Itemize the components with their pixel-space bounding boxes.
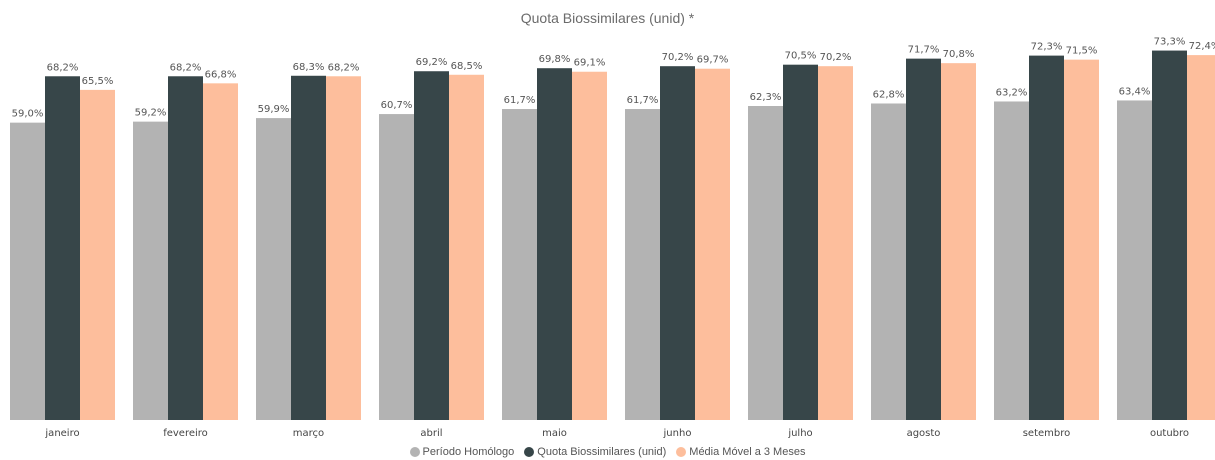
category-label-fevereiro: fevereiro xyxy=(163,428,208,439)
bar-quota-biossimilares-unid-maio[interactable] xyxy=(537,68,572,420)
data-label-quota-biossimilares-unid-fevereiro: 68,2% xyxy=(170,62,202,73)
category-axis: janeiro fevereiro março abril maio junho julho… xyxy=(44,428,1189,439)
data-label-media-movel-a-3-meses-agosto: 70,8% xyxy=(943,49,975,60)
bar-media-movel-a-3-meses-maio[interactable] xyxy=(572,71,607,421)
bar-periodo-homologo-agosto[interactable] xyxy=(871,103,906,420)
data-label-periodo-homologo-outubro: 63,4% xyxy=(1119,86,1151,97)
data-label-periodo-homologo-junho: 61,7% xyxy=(627,95,659,106)
category-label-setembro: setembro xyxy=(1023,428,1071,439)
data-label-periodo-homologo-marco: 59,9% xyxy=(258,104,290,115)
data-label-quota-biossimilares-unid-junho: 70,2% xyxy=(662,52,694,63)
data-label-quota-biossimilares-unid-setembro: 72,3% xyxy=(1031,42,1063,53)
bar-periodo-homologo-setembro[interactable] xyxy=(994,101,1029,421)
legend-item-quota-biossimilares[interactable]: Quota Biossimilares (unid) xyxy=(524,446,666,458)
bar-quota-biossimilares-unid-janeiro[interactable] xyxy=(45,76,80,420)
data-label-media-movel-a-3-meses-abril: 68,5% xyxy=(451,61,483,72)
data-label-periodo-homologo-fevereiro: 59,2% xyxy=(135,108,167,119)
bar-periodo-homologo-maio[interactable] xyxy=(502,109,537,421)
bar-chart: 59,0%68,2%65,5%59,2%68,2%66,8%59,9%68,3%… xyxy=(10,37,1215,439)
data-label-periodo-homologo-julho: 62,3% xyxy=(750,92,782,103)
data-label-periodo-homologo-maio: 61,7% xyxy=(504,95,536,106)
data-label-media-movel-a-3-meses-maio: 69,1% xyxy=(574,58,606,69)
legend-label-quota-biossimilares: Quota Biossimilares (unid) xyxy=(537,446,667,458)
bar-media-movel-a-3-meses-outubro[interactable] xyxy=(1187,55,1215,420)
data-label-media-movel-a-3-meses-fevereiro: 66,8% xyxy=(205,69,237,80)
bar-media-movel-a-3-meses-fevereiro[interactable] xyxy=(203,83,238,420)
legend: Período Homólogo Quota Biossimilares (un… xyxy=(0,446,1215,458)
data-label-quota-biossimilares-unid-agosto: 71,7% xyxy=(908,45,940,56)
bar-periodo-homologo-abril[interactable] xyxy=(379,114,414,421)
bar-media-movel-a-3-meses-agosto[interactable] xyxy=(941,63,976,420)
data-label-media-movel-a-3-meses-janeiro: 65,5% xyxy=(82,76,114,87)
bar-quota-biossimilares-unid-fevereiro[interactable] xyxy=(168,76,203,420)
data-label-media-movel-a-3-meses-outubro: 72,4% xyxy=(1189,41,1215,52)
legend-dot-quota-biossimilares xyxy=(524,447,535,457)
category-label-julho: julho xyxy=(787,428,812,439)
bar-media-movel-a-3-meses-janeiro[interactable] xyxy=(80,89,115,420)
bar-quota-biossimilares-unid-abril[interactable] xyxy=(414,71,449,421)
bar-media-movel-a-3-meses-abril[interactable] xyxy=(449,74,484,420)
data-label-periodo-homologo-setembro: 63,2% xyxy=(996,87,1028,98)
data-label-quota-biossimilares-unid-janeiro: 68,2% xyxy=(47,62,79,73)
legend-item-periodo-homologo[interactable]: Período Homólogo xyxy=(409,446,515,458)
bar-periodo-homologo-fevereiro[interactable] xyxy=(133,121,168,420)
bar-periodo-homologo-marco[interactable] xyxy=(256,118,291,420)
category-label-junho: junho xyxy=(663,428,692,439)
category-label-maio: maio xyxy=(542,428,567,439)
category-label-marco: março xyxy=(293,428,324,439)
bar-quota-biossimilares-unid-outubro[interactable] xyxy=(1152,50,1187,421)
data-label-media-movel-a-3-meses-junho: 69,7% xyxy=(697,55,729,66)
bar-periodo-homologo-janeiro[interactable] xyxy=(10,122,45,420)
data-label-media-movel-a-3-meses-julho: 70,2% xyxy=(820,52,852,63)
legend-item-media-movel[interactable]: Média Móvel a 3 Meses xyxy=(676,446,805,458)
bar-quota-biossimilares-unid-setembro[interactable] xyxy=(1029,55,1064,420)
bar-quota-biossimilares-unid-agosto[interactable] xyxy=(906,58,941,421)
data-label-periodo-homologo-janeiro: 59,0% xyxy=(12,109,44,120)
data-label-quota-biossimilares-unid-julho: 70,5% xyxy=(785,51,817,62)
category-label-abril: abril xyxy=(420,428,442,439)
bar-quota-biossimilares-unid-julho[interactable] xyxy=(783,64,818,421)
bar-periodo-homologo-junho[interactable] xyxy=(625,109,660,421)
data-label-periodo-homologo-abril: 60,7% xyxy=(381,100,413,111)
data-label-media-movel-a-3-meses-marco: 68,2% xyxy=(328,62,360,73)
bar-quota-biossimilares-unid-marco[interactable] xyxy=(291,75,326,420)
data-label-quota-biossimilares-unid-abril: 69,2% xyxy=(416,57,448,68)
data-label-quota-biossimilares-unid-marco: 68,3% xyxy=(293,62,325,73)
bar-quota-biossimilares-unid-junho[interactable] xyxy=(660,66,695,420)
legend-dot-periodo-homologo xyxy=(409,447,420,457)
bar-periodo-homologo-julho[interactable] xyxy=(748,106,783,421)
category-label-janeiro: janeiro xyxy=(44,428,79,439)
data-label-media-movel-a-3-meses-setembro: 71,5% xyxy=(1066,46,1098,57)
bar-media-movel-a-3-meses-marco[interactable] xyxy=(326,76,361,420)
category-label-outubro: outubro xyxy=(1150,428,1189,439)
category-label-agosto: agosto xyxy=(907,428,941,439)
bar-media-movel-a-3-meses-setembro[interactable] xyxy=(1064,59,1099,420)
data-label-quota-biossimilares-unid-outubro: 73,3% xyxy=(1154,37,1186,48)
legend-dot-media-movel xyxy=(676,447,687,457)
legend-label-media-movel: Média Móvel a 3 Meses xyxy=(689,446,806,458)
chart-title: Quota Biossimilares (unid) * xyxy=(520,10,695,26)
legend-label-periodo-homologo: Período Homólogo xyxy=(422,446,515,458)
data-label-periodo-homologo-agosto: 62,8% xyxy=(873,89,905,100)
data-label-quota-biossimilares-unid-maio: 69,8% xyxy=(539,54,571,65)
data-labels-layer: 59,0%68,2%65,5%59,2%68,2%66,8%59,9%68,3%… xyxy=(12,37,1215,120)
bar-media-movel-a-3-meses-junho[interactable] xyxy=(695,68,730,420)
bars-layer xyxy=(10,50,1215,421)
bar-periodo-homologo-outubro[interactable] xyxy=(1117,100,1152,421)
bar-media-movel-a-3-meses-julho[interactable] xyxy=(818,66,853,420)
